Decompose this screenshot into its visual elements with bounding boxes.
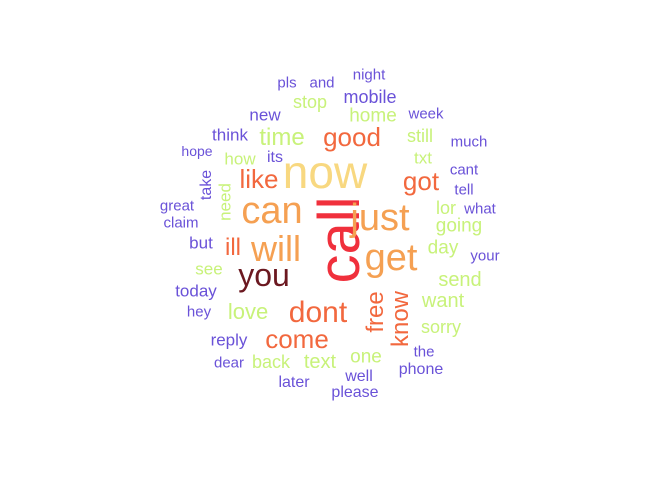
word-still: still bbox=[407, 126, 433, 146]
word-can: can bbox=[241, 190, 303, 232]
word-phone: phone bbox=[398, 361, 444, 378]
word-tell: tell bbox=[454, 181, 474, 199]
word-later: later bbox=[278, 374, 310, 391]
word-and: and bbox=[309, 74, 335, 92]
word-the: the bbox=[413, 343, 435, 361]
word-take: take bbox=[198, 169, 215, 201]
word-one: one bbox=[350, 346, 382, 368]
word-lor: lor bbox=[435, 198, 457, 218]
word-what: what bbox=[464, 200, 496, 218]
word-day: day bbox=[427, 237, 459, 259]
word-text: text bbox=[303, 351, 337, 373]
word-how: how bbox=[224, 149, 256, 169]
word-week: week bbox=[408, 105, 444, 123]
word-come: come bbox=[265, 324, 329, 354]
word-time: time bbox=[259, 124, 305, 151]
word-back: back bbox=[251, 352, 291, 372]
word-send: send bbox=[438, 269, 482, 291]
word-free: free bbox=[362, 291, 389, 333]
word-reply: reply bbox=[210, 330, 248, 350]
word-see: see bbox=[195, 259, 223, 279]
word-sorry: sorry bbox=[421, 317, 461, 337]
word-your: your bbox=[470, 247, 500, 265]
word-like: like bbox=[239, 164, 279, 194]
word-today: today bbox=[175, 281, 217, 301]
word-stop: stop bbox=[292, 92, 328, 112]
word-ill: ill bbox=[225, 234, 241, 261]
word-need: need bbox=[215, 183, 235, 221]
word-just: just bbox=[350, 197, 410, 239]
word-want: want bbox=[421, 290, 465, 312]
word-txt: txt bbox=[414, 148, 432, 168]
word-much: much bbox=[450, 133, 488, 151]
word-cant: cant bbox=[449, 161, 479, 179]
word-dear: dear bbox=[213, 354, 245, 372]
word-its: its bbox=[267, 149, 283, 166]
word-mobile: mobile bbox=[343, 87, 397, 107]
word-please: please bbox=[331, 384, 379, 401]
word-hope: hope bbox=[181, 143, 213, 159]
word-love: love bbox=[227, 299, 269, 324]
word-now: now bbox=[282, 146, 368, 198]
word-good: good bbox=[323, 122, 381, 152]
word-get: get bbox=[364, 237, 418, 279]
word-hey: hey bbox=[186, 303, 212, 321]
word-claim: claim bbox=[163, 214, 199, 232]
word-new: new bbox=[249, 105, 281, 125]
word-know: know bbox=[387, 290, 414, 348]
word-got: got bbox=[402, 166, 440, 196]
word-going: going bbox=[435, 215, 483, 237]
word-home: home bbox=[349, 105, 397, 127]
word-you: you bbox=[238, 257, 290, 293]
word-night: night bbox=[352, 66, 386, 84]
word-pls: pls bbox=[277, 74, 297, 92]
word-great: great bbox=[159, 197, 195, 215]
word-will: will bbox=[251, 228, 301, 269]
word-well: well bbox=[345, 368, 373, 385]
word-think: think bbox=[212, 125, 248, 145]
word-dont: dont bbox=[288, 296, 348, 329]
word-but: but bbox=[189, 233, 213, 253]
